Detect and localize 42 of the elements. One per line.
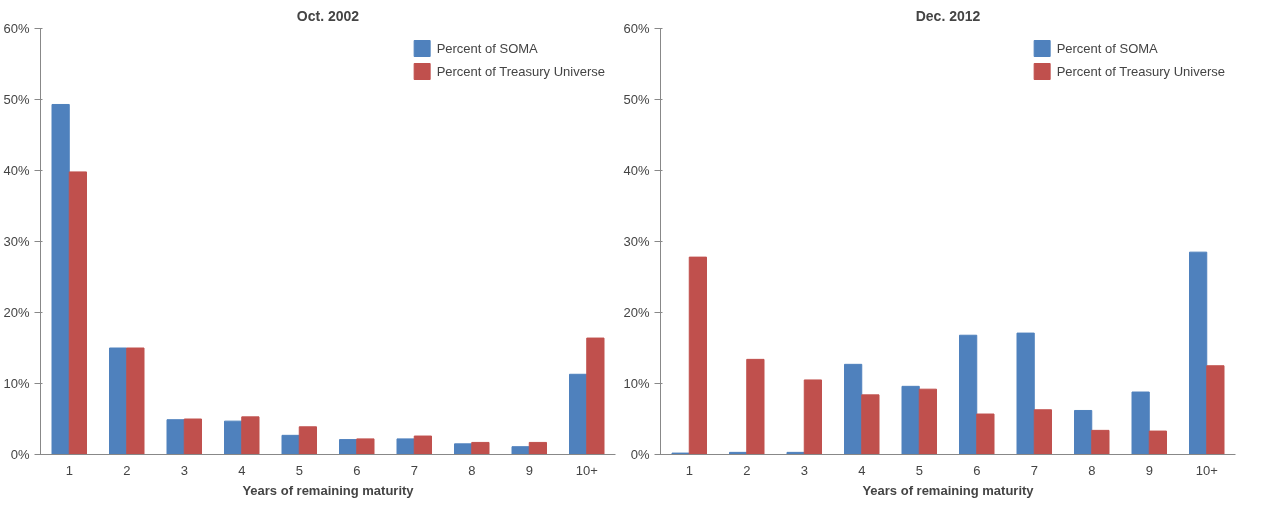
- x-tick-label: 3: [800, 462, 808, 478]
- y-tick-label: 20%: [623, 305, 650, 320]
- y-tick-label: 40%: [3, 163, 30, 178]
- chart-title: Dec. 2012: [915, 7, 981, 24]
- y-tick-label: 30%: [3, 234, 30, 249]
- y-tick-label: 20%: [3, 305, 30, 320]
- x-tick-label: 7: [1030, 462, 1038, 478]
- x-tick-label: 4: [238, 462, 246, 478]
- x-tick-label: 3: [180, 462, 188, 478]
- y-tick-label: 40%: [623, 163, 650, 178]
- y-tick-label: 60%: [623, 21, 650, 36]
- x-tick-label: 1: [685, 462, 693, 478]
- legend-label: Percent of Treasury Universe: [1056, 63, 1225, 79]
- x-tick-label: 9: [1145, 462, 1153, 478]
- y-tick-label: 0%: [10, 447, 30, 462]
- legend-label: Percent of SOMA: [1056, 40, 1158, 56]
- x-tick-label: 6: [973, 462, 981, 478]
- legend-label: Percent of SOMA: [436, 40, 538, 56]
- y-tick-label: 50%: [3, 92, 30, 107]
- x-tick-label: 10+: [575, 462, 598, 478]
- x-tick-label: 2: [743, 462, 751, 478]
- chart-title: Oct. 2002: [296, 7, 360, 24]
- y-tick-label: 60%: [3, 21, 30, 36]
- x-tick-label: 4: [858, 462, 866, 478]
- x-axis-title: Years of remaining maturity: [242, 482, 415, 498]
- y-tick-label: 50%: [623, 92, 650, 107]
- x-tick-label: 5: [295, 462, 303, 478]
- x-tick-label: 7: [410, 462, 418, 478]
- x-tick-label: 5: [915, 462, 923, 478]
- x-tick-label: 6: [353, 462, 361, 478]
- x-tick-label: 1: [65, 462, 73, 478]
- x-tick-label: 2: [123, 462, 131, 478]
- y-tick-label: 10%: [3, 376, 30, 391]
- y-tick-label: 0%: [630, 447, 650, 462]
- x-axis-title: Years of remaining maturity: [862, 482, 1035, 498]
- legend-label: Percent of Treasury Universe: [436, 63, 605, 79]
- x-tick-label: 9: [525, 462, 533, 478]
- x-tick-label: 8: [468, 462, 476, 478]
- y-tick-label: 10%: [623, 376, 650, 391]
- x-tick-label: 8: [1088, 462, 1096, 478]
- y-tick-label: 30%: [623, 234, 650, 249]
- x-tick-label: 10+: [1195, 462, 1218, 478]
